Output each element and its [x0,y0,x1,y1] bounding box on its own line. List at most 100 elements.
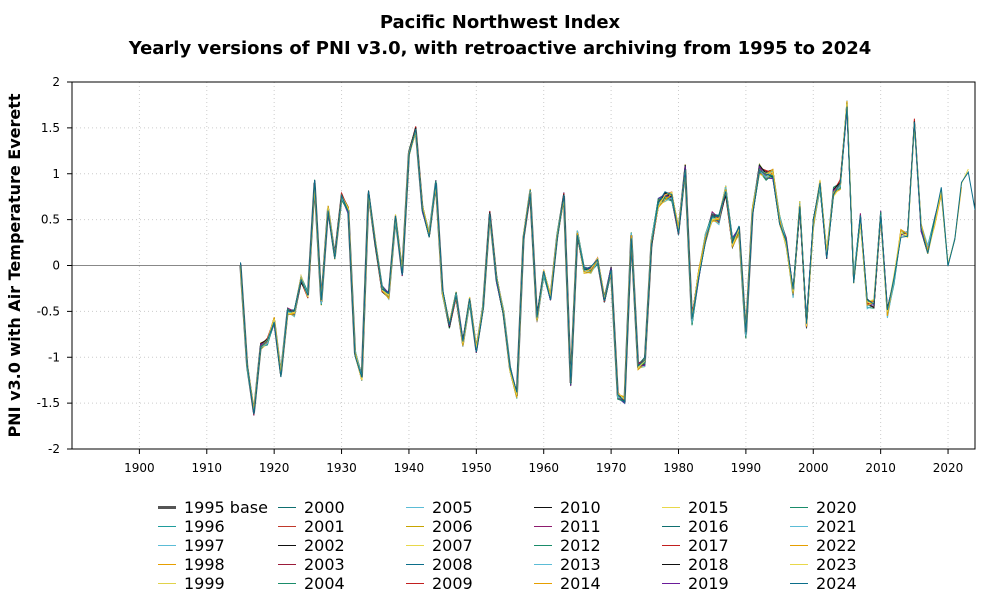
legend-column: 2010 2011 2012 2013 2014 [534,498,601,593]
legend-item: 1995 base [158,498,268,517]
legend-label: 1998 [184,555,225,574]
legend-label: 2022 [816,536,857,555]
legend-item: 2001 [278,517,345,536]
series-line-2017 [240,103,929,415]
x-tick-label: 1940 [394,461,425,475]
legend-label: 2016 [688,517,729,536]
legend-item: 2024 [790,574,857,593]
legend-item: 2013 [534,555,601,574]
y-tick-label: 1.5 [41,121,60,135]
x-tick-label: 1920 [259,461,290,475]
legend-label: 2005 [432,498,473,517]
series-line-2009 [240,104,874,412]
legend-label: 1996 [184,517,225,536]
legend-swatch [278,564,296,565]
legend-item: 2012 [534,536,601,555]
legend-swatch [158,506,176,509]
legend-swatch [158,526,176,527]
legend-swatch [278,545,296,546]
legend-label: 2004 [304,574,345,593]
series-line-2011 [240,105,888,416]
legend-item: 2007 [406,536,473,555]
legend-item: 2016 [662,517,729,536]
legend-item: 2003 [278,555,345,574]
series-line-1996 [240,128,787,416]
legend-item: 2008 [406,555,473,574]
legend-item: 2021 [790,517,857,536]
legend-item: 2000 [278,498,345,517]
legend-item: 2010 [534,498,601,517]
legend-item: 2014 [534,574,601,593]
legend-item: 2006 [406,517,473,536]
series-line-2006 [240,105,855,413]
x-tick-label: 1980 [663,461,694,475]
legend-item: 2005 [406,498,473,517]
series-line-2018 [240,108,936,414]
legend-swatch [278,526,296,527]
legend-column: 1995 base 1996 1997 1998 1999 [158,498,268,593]
legend-label: 2015 [688,498,729,517]
legend-label: 2001 [304,517,345,536]
legend-label: 2006 [432,517,473,536]
legend-label: 1999 [184,574,225,593]
chart-title: Pacific Northwest Index [379,12,621,33]
legend-swatch [662,583,680,584]
legend-item: 2017 [662,536,729,555]
x-tick-label: 1900 [124,461,155,475]
legend-swatch [406,507,424,508]
legend-label: 1995 base [184,498,268,517]
legend-column: 2005 2006 2007 2008 2009 [406,498,473,593]
legend-swatch [790,507,808,508]
y-tick-label: 0 [52,259,60,273]
legend-item: 2002 [278,536,345,555]
legend-item: 2020 [790,498,857,517]
legend-label: 2017 [688,536,729,555]
legend-label: 2003 [304,555,345,574]
series-line-2003 [240,126,834,414]
legend-item: 2019 [662,574,729,593]
x-tick-label: 2020 [933,461,964,475]
y-tick-label: 2 [52,75,60,89]
series-line-1999 [240,131,807,410]
x-tick-label: 1960 [528,461,559,475]
legend-label: 2008 [432,555,473,574]
y-tick-label: -0.5 [37,304,60,318]
legend-swatch [534,507,552,508]
legend-swatch [406,583,424,584]
x-tick-label: 2010 [865,461,896,475]
x-tick-label: 1930 [326,461,357,475]
legend-label: 2019 [688,574,729,593]
series-line-2020 [240,106,949,412]
legend-label: 2010 [560,498,601,517]
chart-subtitle: Yearly versions of PNI v3.0, with retroa… [128,38,872,59]
x-tick-label: 1990 [731,461,762,475]
legend-label: 2009 [432,574,473,593]
legend-label: 2007 [432,536,473,555]
legend-label: 1997 [184,536,225,555]
legend-swatch [406,526,424,527]
series-line-2019 [240,109,942,412]
series-line-2007 [240,101,861,411]
legend-item: 1999 [158,574,268,593]
legend-swatch [158,545,176,546]
legend-swatch [534,583,552,584]
legend-label: 2002 [304,536,345,555]
x-tick-label: 2000 [798,461,829,475]
legend-column: 2000 2001 2002 2003 2004 [278,498,345,593]
y-tick-label: -1 [48,350,60,364]
legend-label: 2000 [304,498,345,517]
legend-swatch [278,583,296,584]
y-tick-label: 0.5 [41,213,60,227]
legend-swatch [534,564,552,565]
legend-item: 2009 [406,574,473,593]
y-axis-label: PNI v3.0 with Air Temperature Everett [5,93,24,437]
legend-swatch [662,507,680,508]
legend-column: 2015 2016 2017 2018 2019 [662,498,729,593]
legend-swatch [534,545,552,546]
legend-swatch [158,583,176,584]
series-line-2021 [240,101,956,412]
series-line-2024 [240,106,975,415]
legend-label: 2014 [560,574,601,593]
legend-swatch [790,583,808,584]
legend-item: 1997 [158,536,268,555]
